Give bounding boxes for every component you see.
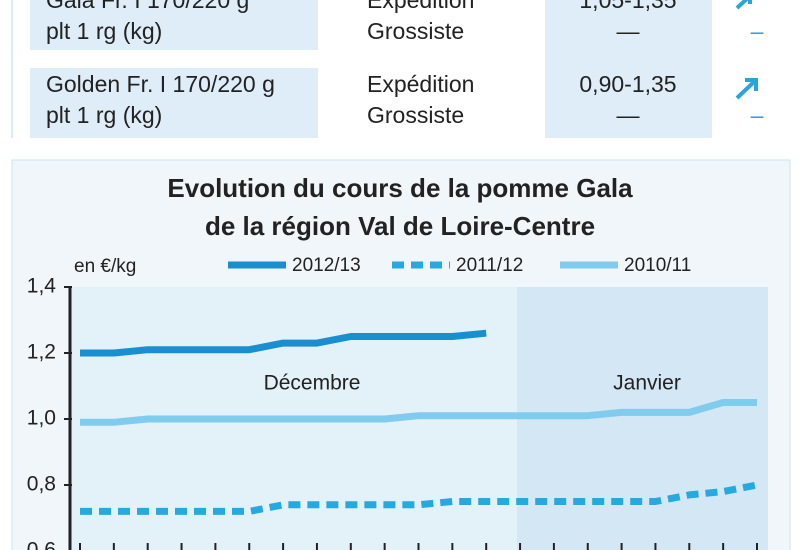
legend-label: 2010/11 bbox=[624, 255, 691, 276]
y-tick-label: 0,6 bbox=[27, 539, 56, 550]
price: — bbox=[617, 18, 640, 44]
y-tick-label: 0,8 bbox=[27, 473, 56, 496]
product: Golden Fr. I 170/220 g bbox=[46, 71, 275, 97]
cell-bg bbox=[30, 68, 318, 138]
table: Gala Fr. I 170/220 g Expédition 1,05-1,35 p… bbox=[46, 0, 764, 128]
stage: Expédition bbox=[367, 71, 474, 97]
annotation: Janvier bbox=[613, 372, 681, 395]
stage: Grossiste bbox=[367, 102, 464, 128]
trend: – bbox=[751, 102, 764, 128]
chart: Evolution du cours de la pomme Gala de la… bbox=[27, 173, 758, 550]
cell-bg bbox=[545, 0, 712, 138]
y-tick-label: 1,0 bbox=[27, 407, 56, 430]
series-line bbox=[80, 329, 487, 357]
legend-label: 2012/13 bbox=[292, 255, 361, 276]
annotation: Décembre bbox=[264, 372, 361, 395]
legend-label: 2011/12 bbox=[456, 255, 523, 276]
product: plt 1 rg (kg) bbox=[46, 102, 162, 128]
trend-arrow bbox=[735, 0, 752, 10]
price: — bbox=[617, 102, 640, 128]
y-tick-label: 1,4 bbox=[27, 275, 57, 298]
chart-title: Evolution du cours de la pomme Gala bbox=[167, 173, 633, 203]
product: Gala Fr. I 170/220 g bbox=[46, 0, 249, 13]
product: plt 1 rg (kg) bbox=[46, 18, 162, 44]
trend: – bbox=[751, 18, 764, 44]
chart-title: de la région Val de Loire-Centre bbox=[205, 211, 595, 241]
cell-bg bbox=[30, 0, 318, 50]
price: 0,90-1,35 bbox=[579, 71, 676, 97]
y-tick-label: 1,2 bbox=[27, 341, 56, 364]
series-line bbox=[80, 399, 757, 426]
price: 1,05-1,35 bbox=[579, 0, 676, 13]
y-axis-label: en €/kg bbox=[74, 256, 136, 277]
stage: Grossiste bbox=[367, 18, 464, 44]
stage: Expédition bbox=[367, 0, 474, 13]
trend-arrow bbox=[735, 78, 758, 100]
